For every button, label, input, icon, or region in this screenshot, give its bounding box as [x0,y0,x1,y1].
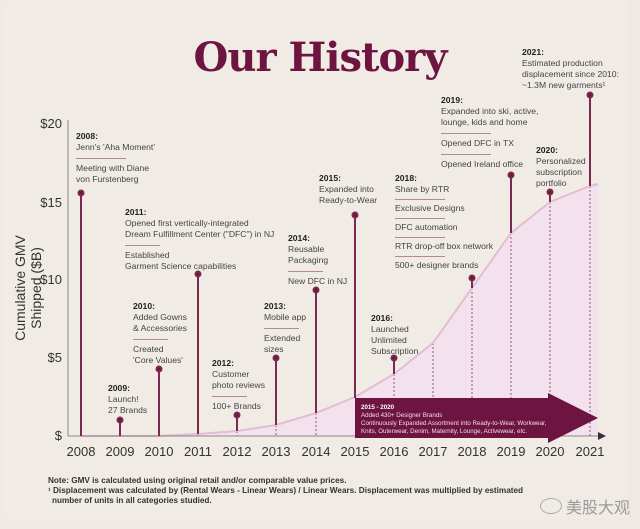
x-tick: 2021 [575,444,605,459]
footnotes: Note: GMV is calculated using original r… [48,476,524,505]
y-tick-10: $10 [40,272,62,287]
page-title: Our History [193,34,448,81]
x-tick: 2008 [66,444,96,459]
x-tick: 2020 [535,444,565,459]
event-2021: 2021: Estimated production displacement … [522,47,619,90]
event-2008: 2008: Jenn's 'Aha Moment' Meeting with D… [76,131,155,184]
y-tick-20: $20 [40,116,62,131]
event-2014: 2014: Reusable Packaging New DFC in NJ [288,233,348,286]
y-tick-15: $15 [40,195,62,210]
event-2016: 2016: Launched Unlimited Subscription [371,313,419,356]
x-tick: 2012 [222,444,252,459]
event-2013: 2013: Mobile app Extended sizes [264,301,307,354]
event-2015: 2015: Expanded into Ready-to-Wear [319,173,378,205]
x-tick: 2016 [379,444,409,459]
x-tick: 2015 [340,444,370,459]
x-tick: 2014 [301,444,331,459]
watermark: 美股大观 [540,494,630,518]
x-tick: 2017 [418,444,448,459]
x-tick: 2019 [496,444,526,459]
x-tick: 2009 [105,444,135,459]
y-axis-label: Cumulative GMV Shipped ($B) [12,235,44,341]
x-tick: 2018 [457,444,487,459]
event-2010: 2010: Added Gowns & Accessories Created … [133,301,187,365]
x-tick: 2010 [144,444,174,459]
banner-arrow [355,393,598,443]
milestone-pins [77,91,594,436]
wechat-icon [540,498,562,514]
x-tick: 2011 [184,444,212,459]
x-axis-arrow-icon [598,432,606,440]
y-tick-0: $ [54,428,62,443]
x-tick: 2013 [261,444,291,459]
event-2019: 2019: Expanded into ski, active, lounge,… [441,95,539,169]
expansion-banner: 2015 - 2020 Added 430+ Designer Brands C… [361,404,547,435]
event-2018: 2018: Share by RTR Exclusive Designs DFC… [395,173,494,270]
gmv-curve [81,183,599,437]
event-2020: 2020: Personalized subscription portfoli… [536,145,586,188]
y-tick-5: $5 [47,350,62,365]
event-2011: 2011: Opened first vertically-integrated… [125,207,275,271]
event-2009: 2009: Launch! 27 Brands [108,383,148,415]
gmv-area [81,184,598,436]
event-2012: 2012: Customer photo reviews 100+ Brands [212,358,266,411]
